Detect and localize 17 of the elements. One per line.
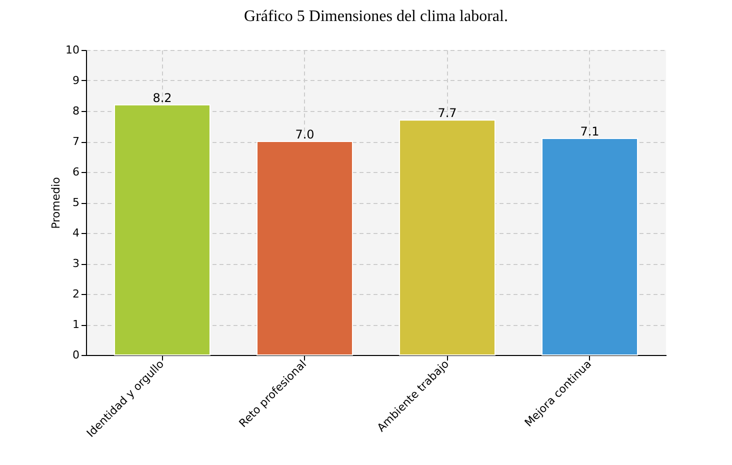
data-label: 7.1	[580, 124, 600, 138]
y-tick-label: 0	[72, 348, 80, 362]
y-tick-label: 2	[72, 288, 80, 300]
data-label: 7.7	[438, 106, 457, 120]
data-label: 7.0	[295, 128, 314, 142]
y-tick-label: 5	[72, 196, 80, 209]
y-tick-label: 6	[72, 166, 80, 178]
y-tick-label: 3	[72, 257, 80, 270]
y-tick-label: 1	[72, 318, 80, 331]
data-label: 8.2	[152, 90, 172, 105]
y-tick-label: 8	[72, 104, 80, 118]
y-tick-label: 9	[72, 74, 80, 87]
y-tick-label: 4	[72, 226, 80, 240]
y-tick-label: 10	[66, 44, 80, 56]
chart-title: Gráfico 5 Dimensiones del clima laboral.	[244, 8, 508, 25]
y-axis-title: Promedio	[50, 176, 63, 229]
y-tick-label: 7	[72, 135, 80, 148]
